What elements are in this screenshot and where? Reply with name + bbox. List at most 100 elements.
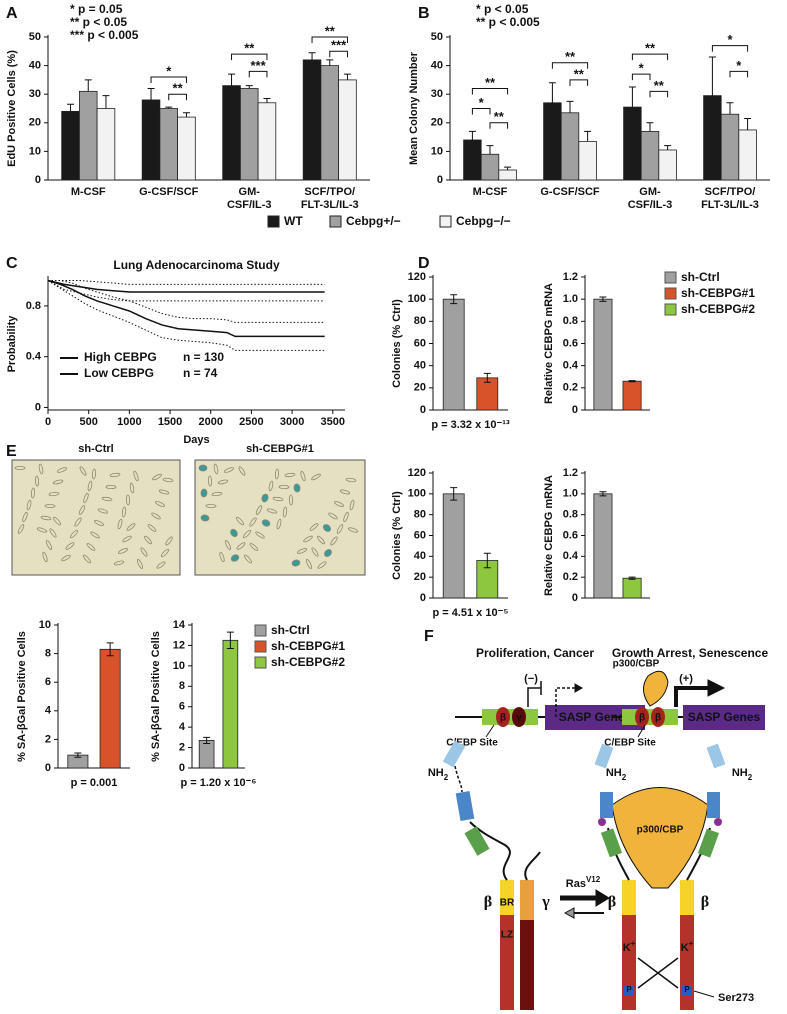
significance-bracket (471, 87, 509, 95)
error-bar (628, 86, 636, 108)
y-tick-label: 10 (39, 619, 51, 631)
y-tick-label: 80 (414, 315, 426, 327)
cell (347, 527, 359, 533)
cell (345, 477, 357, 483)
significance-bracket (551, 62, 589, 69)
legend-swatch (254, 624, 267, 637)
y-tick-label: 20 (414, 382, 426, 394)
cell (36, 527, 48, 533)
y-tick-label: 50 (29, 31, 41, 43)
error-bar (263, 97, 271, 103)
significance-bracket (168, 93, 187, 101)
diagram-label: (−) (524, 673, 538, 685)
y-tick-label: 10 (29, 145, 41, 157)
legend-n: n = 130 (183, 350, 224, 364)
cell (272, 496, 284, 502)
y-axis-label: Mean Colony Number (408, 51, 420, 165)
bar (222, 85, 241, 181)
bar (622, 577, 642, 599)
arrowhead (707, 679, 726, 697)
y-axis-label: Relative CEBPG mRNA (543, 283, 555, 404)
confidence-band (48, 280, 325, 323)
cell (56, 467, 68, 473)
cell (213, 463, 219, 475)
panel-letter: A (6, 5, 18, 22)
y-tick-label: 0 (35, 401, 41, 413)
bar (622, 380, 642, 411)
y-tick-label: 12 (173, 639, 185, 651)
domain (594, 743, 614, 769)
x-tick-label: GM- (639, 186, 661, 198)
cell (284, 472, 296, 478)
diagram-label: C/EBP Site (446, 738, 498, 749)
significance-label: * (639, 61, 645, 76)
arrowhead (563, 907, 575, 919)
p-value-note: p = 3.32 x 10⁻¹³ (431, 419, 510, 431)
bar (543, 102, 562, 181)
y-tick-label: 1.0 (563, 488, 578, 500)
cell (349, 499, 355, 511)
cell (147, 524, 157, 532)
error-bar (343, 73, 351, 80)
error-bar (504, 166, 512, 170)
site-box (622, 709, 678, 725)
y-tick-label: 8 (45, 648, 51, 660)
cell (211, 491, 223, 497)
diagram-label: SASP Genes (688, 710, 761, 724)
cell (156, 561, 166, 569)
modification (714, 818, 722, 826)
bar (623, 106, 642, 181)
p-value-note: p = 0.001 (71, 777, 118, 789)
cross (637, 957, 679, 989)
cell (49, 528, 57, 538)
diagram-label: Ras (566, 878, 586, 890)
diagram-label: p300/CBP (637, 825, 684, 836)
cell (87, 480, 93, 492)
cell (144, 535, 152, 545)
y-tick-label: 4 (45, 705, 52, 717)
y-tick-label: 0 (437, 174, 443, 186)
significance-label: ** (565, 49, 576, 64)
cell (129, 482, 135, 494)
diagram-label: β (484, 894, 492, 911)
y-tick-label: 2 (45, 733, 51, 745)
diagram-label: V12 (586, 875, 601, 884)
legend-swatch (267, 215, 280, 228)
x-tick-label: 3500 (321, 416, 345, 428)
cell (261, 493, 269, 503)
cell (125, 494, 131, 506)
x-tick-label: FLT-3L/IL-3 (301, 199, 359, 211)
error-bar (147, 87, 155, 100)
legend-swatch (439, 215, 452, 228)
p-value-note: p = 4.51 x 10⁻⁵ (432, 607, 508, 619)
cell (339, 489, 351, 495)
y-tick-label: 2 (179, 741, 185, 753)
legend-swatch (329, 215, 342, 228)
gene-box (683, 705, 765, 730)
bar (177, 116, 196, 181)
y-tick-label: 100 (408, 293, 426, 305)
cell (244, 554, 252, 564)
transcription (555, 687, 575, 717)
significance-bracket (729, 70, 749, 78)
cell (198, 464, 208, 472)
y-axis-label: % SA-βGal Positive Cells (16, 631, 28, 762)
cell (61, 554, 71, 562)
confidence-band (48, 280, 325, 285)
basic-region (680, 880, 694, 915)
error-bar (84, 79, 92, 92)
cell (17, 524, 25, 534)
y-tick-label: 0 (420, 592, 426, 604)
cell (230, 554, 240, 562)
confidence-band (47, 280, 325, 302)
cell (44, 503, 56, 509)
p-value-note: p = 1.20 x 10⁻⁶ (180, 777, 256, 789)
diagram-label: γ (541, 894, 550, 911)
cell (268, 480, 274, 492)
y-tick-label: 60 (414, 337, 426, 349)
cell (45, 540, 53, 550)
cell (86, 543, 96, 551)
panel-letter: E (6, 443, 17, 460)
y-tick-label: 40 (414, 360, 426, 372)
